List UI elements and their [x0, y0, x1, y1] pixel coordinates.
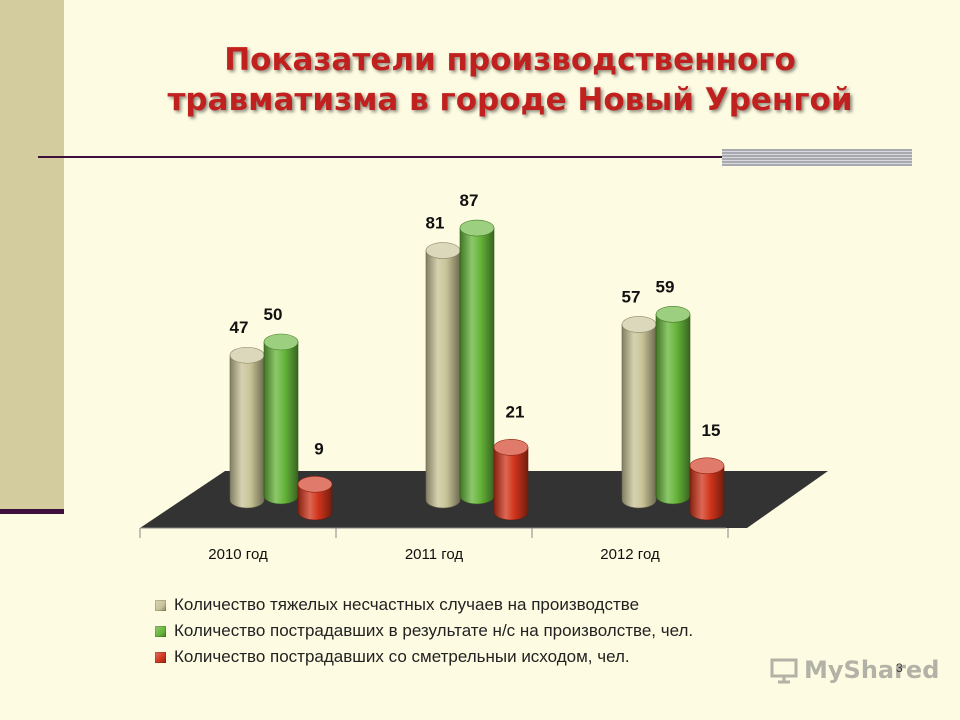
legend-item: Количество пострадавших со сметрельныи и…	[155, 644, 693, 670]
title-rule-accent	[722, 149, 912, 166]
presentation-screen-icon	[770, 658, 798, 684]
data-label: 47	[230, 318, 249, 337]
x-tick-label: 2011 год	[405, 546, 464, 563]
bar-1-2	[425, 242, 461, 509]
bar-1-1	[229, 346, 265, 509]
slide-title: Показатели производственного травматизма…	[70, 40, 950, 120]
bar-2-3	[655, 305, 691, 505]
title-line-2: травматизма в городе Новый Уренгой	[167, 82, 853, 118]
bar-2-1	[263, 333, 299, 505]
data-label: 15	[702, 421, 721, 440]
x-tick-label: 2010 год	[208, 546, 268, 563]
bar-1-3	[621, 316, 657, 509]
legend-swatch	[155, 651, 166, 663]
data-label: 87	[460, 191, 479, 210]
legend-swatch	[155, 599, 166, 611]
legend-item: Количество пострадавших в результате н/с…	[155, 618, 693, 644]
title-rule	[38, 156, 912, 158]
data-label: 9	[314, 439, 323, 458]
left-decor-line	[0, 509, 64, 514]
left-decor-bar	[0, 0, 64, 512]
watermark-text: MyShared	[804, 656, 940, 684]
legend-label: Количество тяжелых несчастных случаев на…	[174, 595, 640, 614]
bar-3-2	[493, 439, 529, 521]
data-label: 21	[506, 402, 525, 421]
title-line-1: Показатели производственного	[224, 42, 796, 78]
bar-3-3	[689, 457, 725, 521]
bar-2-2	[459, 219, 495, 505]
data-label: 57	[622, 287, 641, 306]
legend-swatch	[155, 625, 166, 637]
x-tick-label: 2012 год	[600, 546, 660, 563]
data-label: 81	[426, 214, 445, 233]
data-label: 59	[656, 277, 675, 296]
watermark-logo: MyShared	[770, 656, 939, 684]
bar-3-1	[297, 475, 333, 521]
page-number: 3	[896, 661, 903, 675]
legend-label: Количество пострадавших в результате н/с…	[174, 621, 694, 640]
legend-item: Количество тяжелых несчастных случаев на…	[155, 592, 693, 618]
data-label: 50	[264, 305, 283, 324]
legend-label: Количество пострадавших со сметрельныи и…	[174, 647, 630, 666]
chart-legend: Количество тяжелых несчастных случаев на…	[155, 592, 693, 670]
